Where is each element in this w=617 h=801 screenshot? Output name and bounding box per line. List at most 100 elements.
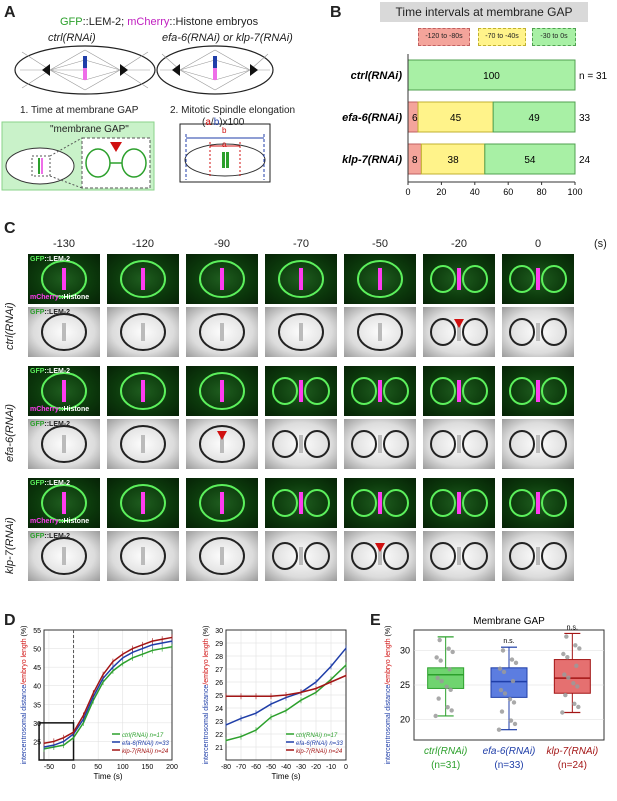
data-point	[571, 681, 576, 686]
efa-label-a: efa-6(RNAi) or klp-7(RNAi)	[162, 32, 293, 44]
e-y-tick-label: 25	[400, 680, 410, 690]
data-point	[448, 687, 453, 693]
micrograph-color	[423, 366, 495, 416]
micrograph-color	[186, 478, 258, 528]
channel-suffix: ::LEM-2	[44, 480, 71, 487]
data-point	[497, 666, 503, 671]
panel-a-title: GFP::LEM-2; mCherry::Histone embryos	[60, 16, 258, 28]
bar-segment	[420, 143, 486, 175]
channel-suffix: ::Histone	[58, 406, 90, 413]
y-axis-title: intercentrosomal distance/embryo length …	[203, 626, 210, 765]
panel-letter-b: B	[330, 4, 342, 21]
data-point	[510, 678, 516, 684]
micrograph-color	[423, 254, 495, 304]
legend-label: klp-7(RNAi) n=24	[122, 749, 169, 755]
micrograph-gray	[107, 307, 179, 357]
panel-a-schematic	[1, 45, 274, 191]
significance-label: n.s.	[567, 624, 578, 631]
data-point	[435, 675, 440, 681]
micrograph-color	[265, 366, 337, 416]
micrograph-figure	[199, 372, 245, 410]
micrograph-gray	[423, 307, 495, 357]
channel-name: GFP	[30, 533, 45, 540]
micrograph-figure	[41, 484, 87, 522]
micrograph-figure	[120, 260, 166, 298]
a-mark: a	[222, 140, 227, 149]
channel-label-gray: GFP::LEM-2	[30, 309, 70, 316]
series-line	[43, 640, 173, 748]
bar-value-label: 100	[483, 71, 500, 82]
data-point	[502, 691, 508, 696]
bar-value-label: 54	[524, 155, 536, 166]
b-x-tick-label: 0	[405, 187, 410, 197]
formula-b: b	[213, 117, 220, 128]
data-point	[498, 687, 504, 693]
micrograph-figure	[199, 484, 245, 522]
micrograph-gray	[186, 531, 258, 581]
channel-label: GFP::LEM-2	[30, 480, 70, 487]
micrograph-figure	[430, 542, 488, 570]
y-tick-label: 50	[33, 647, 41, 654]
title-mch: mCherry	[127, 16, 170, 28]
micrograph-figure	[509, 265, 567, 293]
y-axis-title: intercentrosomal distance/embryo length …	[21, 626, 28, 765]
legend-label: ctrl(RNAi) n=17	[122, 733, 164, 739]
gap-arrowhead	[454, 319, 464, 328]
e-n-label: (n=33)	[494, 760, 523, 771]
y-tick-label: 28	[215, 654, 223, 661]
y-tick-label: 25	[33, 739, 41, 746]
x-tick-label: -60	[251, 764, 261, 771]
channel-label: mCherry::Histone	[30, 294, 89, 301]
x-tick-label: -70	[236, 764, 246, 771]
y-tick-label: 22	[215, 732, 223, 739]
micrograph-figure	[272, 489, 330, 517]
micrograph-figure	[351, 489, 409, 517]
legend-label: efa-6(RNAi) n=33	[122, 741, 170, 747]
channel-suffix: ::LEM-2	[44, 309, 71, 316]
micrograph-color	[265, 478, 337, 528]
channel-suffix: ::Histone	[58, 518, 90, 525]
micrograph-gray	[502, 307, 574, 357]
x-tick-label: -20	[311, 764, 321, 771]
x-axis-title: Time (s)	[93, 772, 122, 781]
y-tick-label: 30	[33, 721, 41, 728]
micrograph-figure	[41, 537, 87, 575]
micrograph-color	[344, 478, 416, 528]
micrograph-gray	[28, 531, 100, 581]
bar-n-label: n = 31	[579, 71, 608, 82]
time-label: -130	[52, 238, 76, 250]
x-tick-label: 150	[142, 764, 154, 771]
micrograph-figure	[120, 484, 166, 522]
time-label: -90	[214, 238, 230, 250]
data-point	[573, 643, 578, 648]
micrograph-figure	[272, 430, 330, 458]
legend-yellow: -70 to -40s	[478, 28, 526, 46]
channel-name: mCherry	[30, 294, 59, 301]
data-point	[507, 696, 513, 702]
data-point	[449, 708, 454, 713]
data-point	[439, 678, 444, 684]
micrograph-gray	[502, 419, 574, 469]
bar-category-label: ctrl(RNAi)	[351, 70, 403, 82]
y-tick-label: 29	[215, 641, 223, 648]
panel-d-chart-zoom: 21 22 23 24 25 26 27 28 29 30 -80 -70 -60 -50 -40 -30 -2…	[203, 626, 348, 781]
micrograph-figure	[278, 313, 324, 351]
title-gfp: GFP	[60, 16, 83, 28]
panel-letter-a: A	[4, 4, 16, 21]
formula-label: (a/b)x100	[202, 117, 244, 128]
micrograph-figure	[41, 313, 87, 351]
x-tick-label: 0	[72, 764, 76, 771]
micrograph-figure	[509, 377, 567, 405]
row-label: klp-7(RNAi)	[4, 517, 16, 574]
micrograph-color	[186, 254, 258, 304]
gap-arrowhead	[375, 543, 385, 552]
e-y-axis-title: intercentrosomal distance/embryo length …	[385, 626, 392, 765]
micrograph-gray	[186, 307, 258, 357]
micrograph-color	[107, 478, 179, 528]
channel-name: GFP	[30, 256, 45, 263]
significance-label: n.s.	[503, 638, 514, 645]
data-point	[437, 637, 442, 643]
x-tick-label: 0	[344, 764, 348, 771]
data-point	[565, 654, 570, 660]
y-tick-label: 25	[215, 693, 223, 700]
